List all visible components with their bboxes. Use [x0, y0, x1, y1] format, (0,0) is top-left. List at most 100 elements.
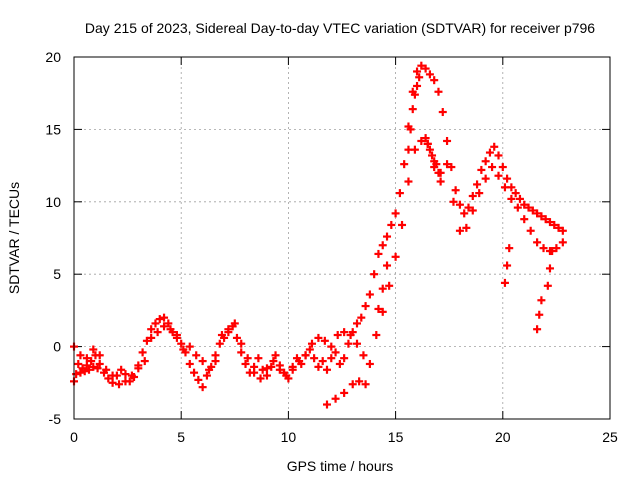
data-point-plus	[408, 105, 417, 114]
data-point-plus	[417, 136, 426, 145]
x-tick-label: 5	[177, 429, 185, 445]
data-point-plus	[391, 209, 400, 218]
data-point-plus	[237, 339, 246, 348]
data-point-plus	[438, 108, 447, 117]
x-tick-label: 10	[281, 429, 297, 445]
data-point-plus	[192, 351, 201, 360]
data-point-plus	[378, 307, 387, 316]
data-point-plus	[462, 223, 471, 232]
data-point-plus	[511, 189, 520, 198]
y-axis-label: SDTVAR / TECUs	[6, 182, 22, 294]
data-point-plus	[179, 345, 188, 354]
data-point-plus	[80, 367, 89, 376]
data-point-plus	[359, 351, 368, 360]
data-point-plus	[185, 342, 194, 351]
data-point-plus	[138, 348, 147, 357]
data-point-plus	[322, 400, 331, 409]
y-tick-label: 20	[45, 49, 61, 65]
data-point-plus	[76, 368, 85, 377]
data-point-plus	[421, 134, 430, 143]
data-point-plus	[320, 336, 329, 345]
data-point-plus	[340, 328, 349, 337]
data-point-plus	[82, 354, 91, 363]
data-point-plus	[460, 209, 469, 218]
data-point-plus	[503, 261, 512, 270]
data-point-plus	[166, 325, 175, 334]
data-point-plus	[507, 194, 516, 203]
data-point-plus	[421, 64, 430, 73]
data-point-plus	[425, 70, 434, 79]
data-point-plus	[314, 333, 323, 342]
data-point-plus	[374, 249, 383, 258]
data-point-plus	[548, 247, 557, 256]
data-point-plus	[391, 252, 400, 261]
data-point-plus	[85, 365, 94, 374]
data-point-plus	[72, 370, 81, 379]
data-point-plus	[288, 362, 297, 371]
data-point-plus	[443, 160, 452, 169]
data-point-plus	[543, 281, 552, 290]
data-point-plus	[468, 206, 477, 215]
data-point-plus	[134, 364, 143, 373]
data-point-plus	[417, 61, 426, 70]
data-point-plus	[554, 223, 563, 232]
data-point-plus	[353, 319, 362, 328]
data-point-plus	[232, 333, 241, 342]
data-point-plus	[526, 226, 535, 235]
data-point-plus	[533, 325, 542, 334]
y-tick-label: 5	[53, 266, 61, 282]
data-point-plus	[355, 377, 364, 386]
data-point-plus	[271, 351, 280, 360]
data-point-plus	[520, 215, 529, 224]
data-point-plus	[425, 145, 434, 154]
data-point-plus	[322, 365, 331, 374]
data-point-plus	[537, 212, 546, 221]
data-point-plus	[211, 357, 220, 366]
data-point-plus	[310, 354, 319, 363]
data-point-plus	[475, 189, 484, 198]
data-point-plus	[434, 168, 443, 177]
data-point-plus	[333, 331, 342, 340]
data-point-plus	[160, 322, 169, 331]
data-point-plus	[365, 359, 374, 368]
data-point-plus	[473, 180, 482, 189]
data-point-plus	[95, 351, 104, 360]
data-point-plus	[147, 325, 156, 334]
axis-ticks: 0 5 10 15 20 25 -5 0 5 10 15 20	[45, 49, 618, 445]
data-point-plus	[535, 310, 544, 319]
x-tick-label: 25	[602, 429, 618, 445]
data-point-plus	[558, 238, 567, 247]
data-point-plus	[370, 270, 379, 279]
data-point-plus	[378, 241, 387, 250]
data-point-plus	[250, 368, 259, 377]
data-point-plus	[331, 394, 340, 403]
data-point-plus	[194, 375, 203, 384]
data-point-plus	[552, 244, 561, 253]
data-point-plus	[398, 220, 407, 229]
data-point-plus	[89, 345, 98, 354]
data-point-plus	[432, 160, 441, 169]
data-point-plus	[262, 364, 271, 373]
data-point-plus	[464, 203, 473, 212]
data-point-plus	[395, 189, 404, 198]
data-point-plus	[198, 357, 207, 366]
data-point-plus	[372, 331, 381, 340]
data-point-plus	[490, 142, 499, 151]
data-point-plus	[443, 136, 452, 145]
data-point-plus	[275, 365, 284, 374]
y-tick-label: 15	[45, 121, 61, 137]
data-point-plus	[262, 371, 271, 380]
x-tick-label: 15	[388, 429, 404, 445]
data-point-plus	[383, 261, 392, 270]
data-point-plus	[545, 264, 554, 273]
data-point-plus	[95, 359, 104, 368]
data-point-plus	[230, 319, 239, 328]
data-point-plus	[256, 374, 265, 383]
data-point-plus	[164, 319, 173, 328]
data-point-plus	[357, 313, 366, 322]
data-point-plus	[541, 215, 550, 224]
data-point-plus	[494, 171, 503, 180]
data-point-plus	[365, 290, 374, 299]
data-point-plus	[485, 148, 494, 157]
data-point-plus	[307, 339, 316, 348]
